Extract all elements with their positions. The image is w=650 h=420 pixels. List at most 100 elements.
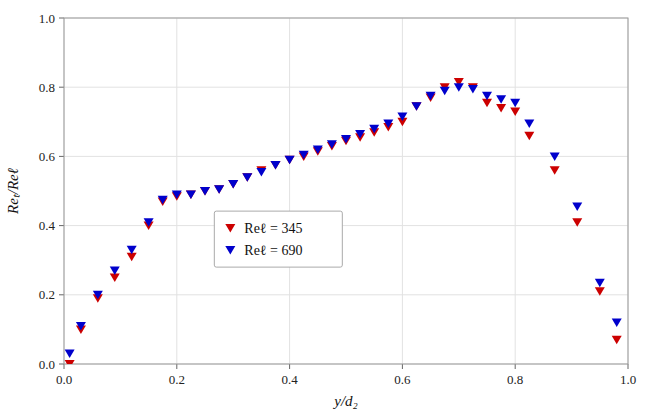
scatter-point xyxy=(397,113,407,122)
scatter-point xyxy=(612,336,622,345)
chart-container: 0.0 0.2 0.4 0.6 0.8 1.0 0.0 0.2 0.4 0.6 0.8 1.0 y/d₂… xyxy=(0,0,650,420)
scatter-point xyxy=(144,218,154,227)
scatter-point xyxy=(299,151,309,160)
scatter-point xyxy=(76,322,86,331)
y-tick-label: 0.6 xyxy=(39,149,56,164)
y-tick-label: 0.0 xyxy=(39,357,55,372)
x-tick-label: 0.4 xyxy=(281,372,298,387)
y-axis-label: Reₜ/Reℓ xyxy=(5,168,21,215)
legend-marker xyxy=(225,246,235,255)
y-tick-label: 0.4 xyxy=(39,218,56,233)
chart-svg: 0.0 0.2 0.4 0.6 0.8 1.0 0.0 0.2 0.4 0.6 0.8 1.0 y/d₂… xyxy=(0,0,650,420)
scatter-point xyxy=(271,161,281,170)
scatter-point xyxy=(93,291,103,300)
scatter-point xyxy=(440,87,450,96)
x-tick-label: 0.8 xyxy=(507,372,523,387)
scatter-point xyxy=(327,140,337,149)
x-grid-line xyxy=(402,18,403,364)
scatter-point xyxy=(383,120,393,129)
scatter-point xyxy=(496,104,506,113)
scatter-point xyxy=(285,156,295,165)
y-tick-label: 0.2 xyxy=(39,287,55,302)
scatter-point xyxy=(242,173,252,182)
scatter-point xyxy=(426,92,436,101)
scatter-point xyxy=(369,125,379,134)
scatter-point xyxy=(524,132,534,141)
scatter-point xyxy=(228,180,238,189)
series-group xyxy=(65,83,622,358)
scatter-point xyxy=(612,318,622,327)
x-tick xyxy=(515,364,516,369)
scatter-point xyxy=(595,287,605,296)
scatter-point xyxy=(482,92,492,101)
y-tick xyxy=(59,156,64,157)
legend-marker xyxy=(225,224,235,233)
scatter-point xyxy=(524,120,534,129)
scatter-point xyxy=(271,161,281,170)
scatter-point xyxy=(468,85,478,94)
data-points xyxy=(65,78,622,364)
x-tick-label: 0.0 xyxy=(56,372,72,387)
grid xyxy=(64,18,628,364)
axes: 0.0 0.2 0.4 0.6 0.8 1.0 0.0 0.2 0.4 0.6 0.8 1.0 xyxy=(39,11,636,388)
scatter-point xyxy=(186,190,196,199)
x-tick xyxy=(64,364,65,369)
x-tick xyxy=(628,364,629,369)
series-group xyxy=(65,78,622,364)
x-tick xyxy=(402,364,403,369)
legend: Reℓ = 345 Reℓ = 690 xyxy=(214,211,342,267)
scatter-point xyxy=(285,156,295,165)
scatter-point xyxy=(65,360,75,364)
plot-background xyxy=(64,18,628,364)
y-tick xyxy=(59,18,64,19)
scatter-point xyxy=(242,173,252,182)
x-tick xyxy=(176,364,177,369)
scatter-point xyxy=(158,196,168,205)
x-tick-label: 0.2 xyxy=(169,372,185,387)
scatter-point xyxy=(228,180,238,189)
y-grid-line xyxy=(64,87,628,88)
x-grid-line xyxy=(289,18,290,364)
scatter-point xyxy=(172,190,182,199)
scatter-point xyxy=(355,130,365,139)
legend-label: Reℓ = 345 xyxy=(244,221,302,236)
y-grid-line xyxy=(64,156,628,157)
y-tick xyxy=(59,364,64,365)
scatter-point xyxy=(214,185,224,194)
scatter-point xyxy=(550,152,560,161)
legend-label: Reℓ = 690 xyxy=(244,243,302,258)
scatter-point xyxy=(510,99,520,108)
scatter-point xyxy=(412,102,422,111)
x-grid-line xyxy=(515,18,516,364)
scatter-point xyxy=(313,145,323,154)
scatter-point xyxy=(496,95,506,104)
x-tick-label: 1.0 xyxy=(620,372,636,387)
plot-frame xyxy=(64,18,628,364)
legend-box xyxy=(214,211,342,267)
scatter-point xyxy=(110,267,120,276)
scatter-point xyxy=(572,218,582,227)
x-axis-label: y/d₂ xyxy=(332,393,358,409)
scatter-point xyxy=(186,190,196,199)
x-tick xyxy=(289,364,290,369)
y-tick xyxy=(59,225,64,226)
scatter-point xyxy=(200,187,210,196)
y-grid-line xyxy=(64,294,628,295)
scatter-point xyxy=(550,166,560,175)
scatter-point xyxy=(65,350,75,359)
scatter-point xyxy=(200,187,210,196)
scatter-point xyxy=(412,102,422,111)
y-tick-label: 1.0 xyxy=(39,11,55,26)
scatter-point xyxy=(572,203,582,212)
scatter-point xyxy=(127,246,137,255)
scatter-point xyxy=(214,185,224,194)
y-tick xyxy=(59,294,64,295)
scatter-point xyxy=(256,168,266,177)
x-tick-label: 0.6 xyxy=(394,372,411,387)
y-tick xyxy=(59,87,64,88)
scatter-point xyxy=(341,135,351,144)
y-tick-label: 0.8 xyxy=(39,80,55,95)
scatter-point xyxy=(510,107,520,116)
scatter-point xyxy=(595,279,605,288)
scatter-point xyxy=(454,83,464,92)
